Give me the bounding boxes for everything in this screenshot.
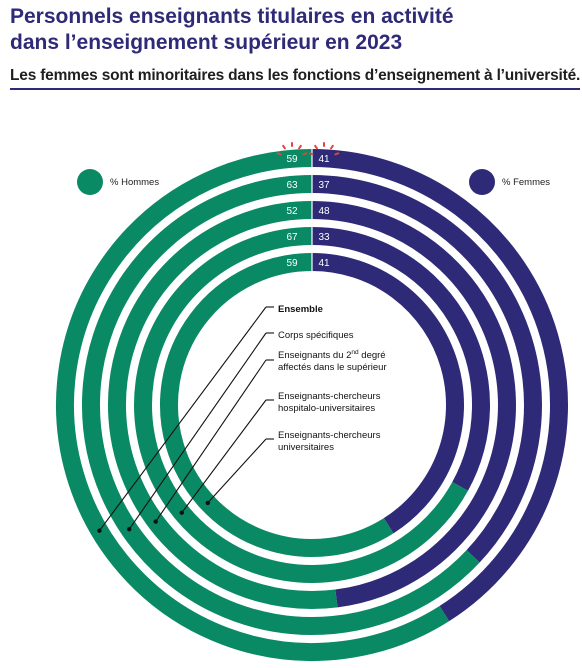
ring-label-sup: nd — [351, 349, 359, 356]
highlight-burst-hommes — [276, 142, 308, 156]
ring-3: 52 48 — [108, 201, 516, 609]
ring-2-femmes-arc — [311, 175, 542, 563]
ring-2-hommes-arc — [82, 175, 480, 635]
ring-label-5-line-2: universitaires — [278, 442, 334, 453]
ring-label-4-line-2: hospitalo-universitaires — [278, 403, 375, 414]
title-line-2: dans l’enseignement supérieur en 2023 — [10, 31, 403, 54]
leader-line-2 — [128, 332, 267, 530]
ring-3-femmes-value: 48 — [318, 206, 330, 217]
burst-ray — [276, 152, 282, 156]
burst-ray — [308, 152, 314, 156]
ring-1: 59 41 — [56, 149, 568, 661]
ring-4-hommes-value: 67 — [286, 232, 298, 243]
ring-5-hommes-value: 59 — [286, 258, 298, 269]
burst-ray — [298, 144, 302, 150]
ring-5-hommes-arc — [160, 253, 394, 557]
legend-hommes: % Hommes — [77, 169, 159, 195]
burst-ray — [330, 144, 334, 150]
label-ring-2: Corps spécifiques — [127, 330, 354, 532]
ring-4: 67 33 — [134, 227, 491, 583]
ring-2-hommes-value: 63 — [286, 180, 298, 191]
ring-label-4-line-1: Enseignants-chercheurs — [278, 391, 381, 402]
legend-femmes-swatch — [469, 169, 495, 195]
leader-dot-5 — [205, 500, 210, 506]
burst-ray — [314, 144, 318, 150]
highlight-burst-femmes — [308, 142, 340, 156]
burst-ray — [334, 152, 340, 156]
ring-2-femmes-value: 37 — [318, 180, 330, 191]
leader-dot-1 — [97, 528, 102, 533]
ring-label-3-line-1: Enseignants du 2nd degré — [278, 349, 386, 361]
ring-1-hommes-arc — [56, 149, 450, 661]
ring-2: 63 37 — [82, 175, 542, 635]
label-ring-1: Ensemble — [97, 304, 323, 533]
legend-femmes-label: % Femmes — [502, 177, 550, 188]
ring-1-femmes-arc — [311, 149, 568, 622]
ring-4-femmes-arc — [311, 227, 491, 491]
ring-3-femmes-arc — [311, 201, 516, 608]
chart-title: Personnels enseignants titulaires en act… — [10, 4, 575, 56]
leader-dot-2 — [127, 527, 132, 532]
ring-label-2: Corps spécifiques — [278, 330, 354, 341]
ring-5-femmes-arc — [311, 253, 464, 534]
title-line-1: Personnels enseignants titulaires en act… — [10, 5, 454, 28]
ring-3-hommes-value: 52 — [286, 206, 298, 217]
highlight-markers — [276, 142, 340, 156]
leader-line-3 — [155, 359, 267, 522]
ring-5-femmes-value: 41 — [318, 258, 330, 269]
burst-ray — [302, 152, 308, 156]
ring-1-hommes-value: 59 — [286, 154, 298, 165]
legend-hommes-label: % Hommes — [110, 177, 159, 188]
legend-hommes-swatch — [77, 169, 103, 195]
leader-dot-3 — [153, 519, 158, 524]
ring-labels: Ensemble Corps spécifiques Enseignants du … — [97, 304, 387, 533]
rings-layer: 59 41 63 37 52 48 67 33 59 41 — [56, 149, 568, 661]
ring-5: 59 41 — [160, 253, 464, 557]
ring-1-femmes-value: 41 — [318, 154, 330, 165]
ring-4-hommes-arc — [134, 227, 468, 583]
leader-line-5 — [207, 438, 267, 504]
ring-3-hommes-arc — [108, 201, 338, 609]
leader-dot-4 — [179, 510, 184, 515]
label-ring-4: Enseignants-chercheurshospitalo-universi… — [179, 391, 381, 515]
ring-label-5-line-1: Enseignants-chercheurs — [278, 430, 381, 441]
ring-label-1: Ensemble — [278, 304, 323, 315]
burst-ray — [282, 144, 286, 150]
ring-label-line-1-end: degré — [359, 350, 386, 361]
leader-line-1 — [98, 306, 267, 532]
leader-line-4 — [181, 399, 267, 514]
ring-label-3-line-2: affectés dans le supérieur — [278, 362, 387, 373]
ring-4-femmes-value: 33 — [318, 232, 330, 243]
legend-femmes: % Femmes — [469, 169, 550, 195]
chart-subtitle: Les femmes sont minoritaires dans les fo… — [10, 67, 580, 90]
